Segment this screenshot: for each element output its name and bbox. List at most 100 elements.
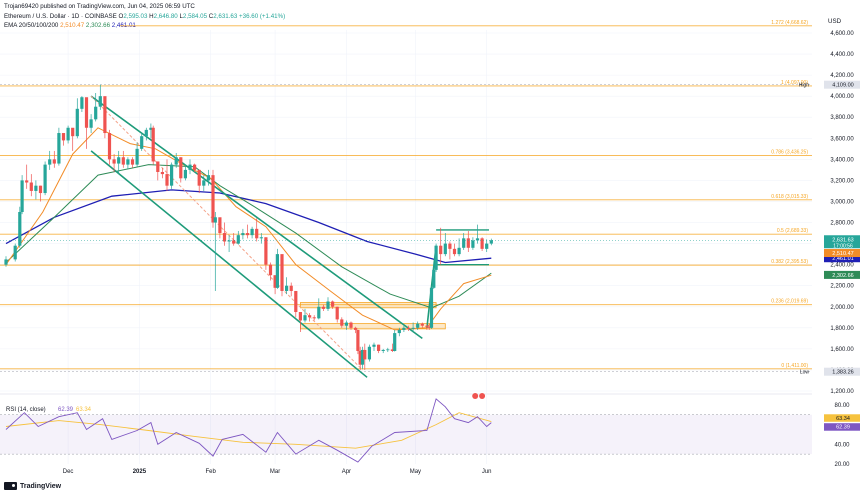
candle-body xyxy=(4,259,8,265)
candle xyxy=(149,123,153,139)
candle-body xyxy=(335,306,339,320)
supply-zone-0 xyxy=(299,302,437,309)
candle-body xyxy=(117,157,121,164)
candle xyxy=(331,300,335,309)
x-tick-label-1: 2025 xyxy=(133,469,147,475)
candle-body xyxy=(429,287,434,328)
candle xyxy=(363,343,367,370)
candle xyxy=(13,243,17,262)
ohlc-close: 2,631.63 xyxy=(213,13,238,20)
ema20-value: 2,510.47 xyxy=(60,22,85,29)
candle-body xyxy=(402,327,406,330)
fib-label-6: 0.236 (2,019.69) xyxy=(771,299,808,305)
candle-body xyxy=(434,245,438,270)
candle-body xyxy=(331,301,335,307)
candle-body xyxy=(485,243,489,249)
candle-body xyxy=(193,164,197,170)
price-tick-4: 3,800.00 xyxy=(830,115,854,121)
candle-body xyxy=(174,157,178,165)
candle-body xyxy=(356,329,360,351)
candle-body xyxy=(420,323,424,326)
candle xyxy=(193,163,197,172)
rsi-line xyxy=(5,398,492,463)
candle xyxy=(294,290,298,318)
candle xyxy=(273,275,277,295)
candle xyxy=(43,161,47,196)
candle-body xyxy=(381,349,385,351)
candle xyxy=(18,206,22,248)
candle xyxy=(197,169,201,194)
symbol-name: Ethereum / U.S. Dollar · 1D · COINBASE xyxy=(4,13,117,20)
candle-body xyxy=(432,269,436,288)
candle-body xyxy=(84,97,89,128)
candle-body xyxy=(285,285,289,291)
candle-body xyxy=(259,237,263,239)
ohlc-open-label: O xyxy=(118,13,124,20)
candle xyxy=(117,150,121,175)
candle-body xyxy=(107,133,112,160)
price-tick-5: 3,600.00 xyxy=(830,136,854,142)
price-tick-2: 4,200.00 xyxy=(830,73,854,79)
candle xyxy=(84,97,89,149)
candle xyxy=(402,325,406,333)
countdown-tag: 17:00:56 xyxy=(833,243,853,249)
ema-tag-bg-1 xyxy=(824,249,860,258)
ema50-value: 2,302.66 xyxy=(85,22,111,29)
candle-body xyxy=(213,217,217,223)
candle-body xyxy=(89,119,93,128)
price-tick-15: 1,600.00 xyxy=(830,347,854,353)
footer: TradingView xyxy=(4,482,61,490)
high-label: High xyxy=(799,83,810,89)
candle xyxy=(275,248,279,289)
candle xyxy=(130,157,135,168)
fib-label-2: 0.786 (3,436.25) xyxy=(771,150,808,156)
candle-body xyxy=(427,326,431,328)
candle xyxy=(303,308,307,323)
event-marker-icon-1 xyxy=(479,393,486,399)
candle-body xyxy=(156,161,160,172)
price-change: +36.60 (+1.41%) xyxy=(239,13,286,20)
candle-body xyxy=(38,185,43,194)
candle xyxy=(38,185,43,202)
rsi-tick-1: 40.00 xyxy=(834,442,850,448)
x-tick-label-4: Apr xyxy=(342,469,351,475)
candle xyxy=(411,322,415,333)
candle xyxy=(206,169,210,186)
candle-body xyxy=(393,333,397,351)
candle-body xyxy=(360,349,365,365)
dashed-line-0 xyxy=(90,95,363,371)
candle xyxy=(485,239,489,253)
ema-tag-1: 2,510.47 xyxy=(832,251,853,257)
candle-body xyxy=(144,129,148,137)
trend-line-1 xyxy=(90,150,368,378)
price-tick-9: 2,800.00 xyxy=(830,221,854,227)
candle-body xyxy=(317,306,321,319)
candle-body xyxy=(466,238,470,248)
candle xyxy=(227,235,231,253)
candle-body xyxy=(425,325,429,327)
candle xyxy=(427,324,431,330)
candle xyxy=(48,150,52,170)
candle-body xyxy=(480,238,484,249)
candle-body xyxy=(280,254,284,291)
candle-body xyxy=(321,306,325,309)
candle xyxy=(188,159,192,175)
candle xyxy=(298,312,302,333)
high-tag-bg xyxy=(824,80,860,89)
candle-body xyxy=(34,185,38,191)
candle-body xyxy=(71,127,75,137)
price-tick-3: 4,000.00 xyxy=(830,94,854,100)
candle xyxy=(285,277,289,295)
candle-body xyxy=(61,133,66,141)
candle xyxy=(121,150,125,168)
candle-body xyxy=(13,245,17,260)
candle-body xyxy=(202,180,206,186)
candle xyxy=(66,125,70,144)
candle-body xyxy=(206,175,210,181)
candle xyxy=(358,346,362,370)
candle xyxy=(443,233,447,257)
candle xyxy=(335,306,339,323)
candle xyxy=(103,96,107,139)
candle xyxy=(245,224,250,239)
